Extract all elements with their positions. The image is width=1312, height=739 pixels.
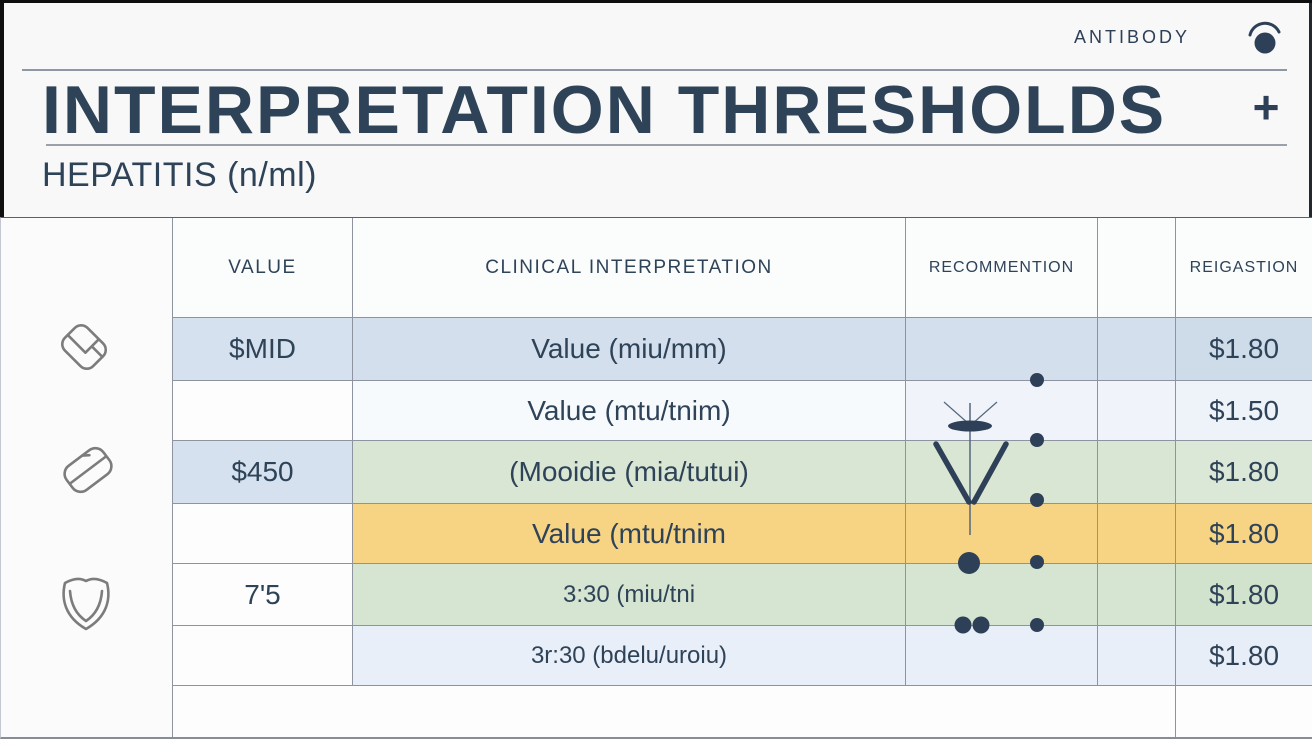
scan-dot-icon: [1248, 21, 1281, 54]
interpretation-cell: Value (mtu/tnim: [353, 504, 906, 564]
recommendation-cell: [906, 564, 1098, 626]
value-cell: $450: [173, 441, 353, 504]
page-title: INTERPRETATION THRESHOLDS: [42, 72, 1167, 148]
column-header-interpretation: CLINICAL INTERPRETATION: [353, 218, 906, 318]
footer-row: [173, 686, 1176, 737]
interpretation-cell: Value (miu/mm): [353, 318, 906, 381]
spacer-cell: [1098, 626, 1176, 686]
reigastion-cell: $1.80: [1176, 318, 1312, 381]
interpretation-cell: (Mooidie (mia/tutui): [353, 441, 906, 504]
recommendation-cell: [906, 318, 1098, 381]
page-subtitle: HEPATITIS (n/ml): [42, 156, 317, 194]
column-header-reigastion: REIGASTION: [1176, 218, 1312, 318]
column-header-spacer: [1098, 218, 1176, 318]
interpretation-cell: Value (mtu/tnim): [353, 381, 906, 441]
icon-column: [1, 218, 173, 737]
value-cell: [173, 504, 353, 564]
reigastion-cell: $1.80: [1176, 626, 1312, 686]
reigastion-cell: $1.80: [1176, 504, 1312, 564]
value-cell: 7'5: [173, 564, 353, 626]
plus-icon[interactable]: +: [1252, 81, 1280, 133]
title-block: ANTIBODY INTERPRETATION THRESHOLDS + HEP…: [0, 3, 1312, 217]
reigastion-cell: $1.50: [1176, 381, 1312, 441]
spacer-cell: [1098, 318, 1176, 381]
spacer-cell: [1098, 504, 1176, 564]
reigastion-cell: $1.80: [1176, 441, 1312, 504]
spacer-cell: [1098, 381, 1176, 441]
recommendation-cell: [906, 441, 1098, 504]
brand-label: ANTIBODY: [1073, 27, 1190, 47]
interpretation-cell: 3r:30 (bdelu/uroiu): [353, 626, 906, 686]
column-header-value: VALUE: [173, 218, 353, 318]
reigastion-cell: $1.80: [1176, 564, 1312, 626]
thresholds-table: VALUE CLINICAL INTERPRETATION RECOMMENTI…: [0, 217, 1312, 739]
footer-row-end: [1176, 686, 1312, 737]
spacer-cell: [1098, 564, 1176, 626]
recommendation-cell: [906, 504, 1098, 564]
value-cell: [173, 381, 353, 441]
interpretation-cell: 3:30 (miu/tni: [353, 564, 906, 626]
top-rule: [22, 69, 1287, 71]
spacer-cell: [1098, 441, 1176, 504]
recommendation-cell: [906, 626, 1098, 686]
title-underline: [46, 144, 1287, 146]
value-cell: [173, 626, 353, 686]
recommendation-cell: [906, 381, 1098, 441]
column-header-recommention: RECOMMENTION: [906, 218, 1098, 318]
value-cell: $MID: [173, 318, 353, 381]
